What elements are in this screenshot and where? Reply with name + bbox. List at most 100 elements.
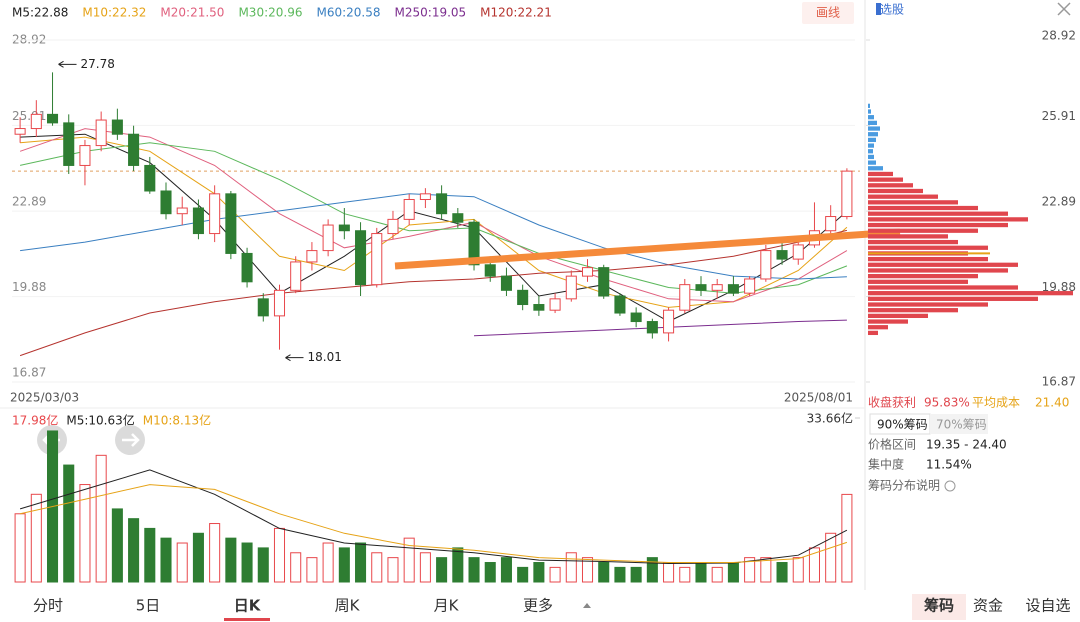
candle-body: [419, 193, 431, 201]
bottom-right-tab[interactable]: 筹码: [924, 597, 954, 615]
chip-bar: [868, 200, 958, 205]
ma-legend: M120:22.21: [480, 6, 552, 20]
chip-bar: [868, 177, 903, 182]
y-tick-label: 22.89: [12, 195, 46, 209]
volume-ma-line: [19, 469, 848, 565]
candle-body: [581, 267, 594, 277]
select-button-label[interactable]: 选股: [880, 3, 904, 17]
ma-legend: M10:22.32: [82, 6, 146, 20]
chip-bar: [868, 291, 1073, 296]
volume-bar: [436, 557, 448, 583]
ma-line: [473, 319, 847, 337]
chip-tab[interactable]: 70%筹码: [936, 418, 987, 432]
candle-body: [387, 218, 399, 235]
chip-bar: [868, 183, 913, 188]
candle-body: [841, 170, 853, 218]
candle-body: [792, 244, 804, 260]
chip-bar: [868, 154, 874, 160]
chip-row-label: 价格区间: [868, 437, 916, 452]
chip-bar: [868, 234, 948, 239]
candle-body: [711, 284, 723, 291]
y-tick-label: 19.88: [12, 280, 46, 294]
volume-bar: [241, 542, 253, 583]
volume-ma-legend: M10:8.13亿: [143, 413, 211, 428]
candle-body: [646, 321, 658, 334]
select-icon: [876, 3, 881, 15]
bottom-tab[interactable]: 分时: [33, 597, 63, 615]
chip-explain[interactable]: 筹码分布说明: [868, 478, 940, 493]
volume-bar: [825, 532, 837, 583]
volume-bar: [160, 537, 172, 583]
bottom-right-tab[interactable]: 资金: [973, 597, 1003, 615]
candle-body: [63, 122, 75, 166]
candle-body: [468, 221, 480, 266]
candle-body: [549, 298, 561, 311]
close-icon[interactable]: [1057, 2, 1071, 16]
candle-body: [273, 289, 286, 317]
trend-line: [394, 228, 901, 270]
chip-tab-bg[interactable]: [930, 414, 988, 434]
volume-ma-legend: M5:10.63亿: [66, 413, 134, 428]
candle-body: [565, 275, 577, 300]
volume-bar: [371, 552, 383, 583]
bottom-tab[interactable]: 日K: [234, 597, 262, 615]
candle-body: [225, 193, 237, 254]
chip-bar: [868, 171, 893, 177]
chip-bar: [868, 103, 870, 108]
volume-bar: [355, 542, 367, 583]
volume-bar: [533, 562, 545, 583]
candle-body: [679, 284, 691, 311]
volume-bar: [111, 508, 123, 583]
chip-bar: [868, 330, 878, 336]
candle-body: [630, 312, 642, 323]
candle-body: [322, 224, 334, 252]
chip-bar: [868, 296, 1038, 301]
ma-line: [19, 142, 848, 294]
candle-body: [176, 207, 188, 215]
chip-bar: [868, 245, 988, 250]
candle-body: [663, 309, 675, 334]
volume-bar: [273, 527, 286, 583]
chip-bar: [868, 126, 880, 131]
candle-body: [241, 252, 253, 283]
chip-bar: [868, 325, 888, 330]
volume-bar: [565, 552, 577, 583]
x-tick-label: 2025/08/01: [784, 391, 853, 405]
candle-body: [128, 133, 140, 166]
ma-legend: M250:19.05: [395, 6, 467, 20]
candle-body: [500, 275, 512, 291]
candle-body: [160, 190, 172, 215]
volume-bar: [209, 523, 221, 583]
chip-text: 收盘获利: [868, 395, 916, 410]
candle-body: [484, 264, 496, 277]
y-tick-label: 16.87: [12, 366, 46, 380]
chip-bar: [868, 211, 1008, 216]
bottom-tab[interactable]: 更多: [523, 597, 553, 615]
volume-bar: [176, 542, 188, 583]
bottom-tab[interactable]: 5日: [136, 597, 161, 615]
bottom-tab[interactable]: 月K: [434, 597, 460, 615]
extreme-label: 18.01: [307, 350, 341, 364]
candle-body: [727, 284, 739, 294]
tab-bar: [0, 590, 1080, 622]
volume-bar: [95, 454, 107, 583]
volume-bar: [63, 464, 75, 583]
chip-bar: [868, 319, 908, 324]
chip-tab[interactable]: 90%筹码: [877, 418, 928, 432]
volume-bar: [14, 513, 26, 583]
volume-bar: [225, 537, 237, 583]
chip-bar: [868, 262, 1018, 267]
bottom-right-tab[interactable]: 设自选: [1025, 597, 1070, 615]
volume-label: 17.98亿: [12, 413, 58, 428]
y-tick-label: 33.66亿: [807, 411, 853, 426]
draw-button[interactable]: [802, 2, 854, 24]
chip-bar: [868, 160, 876, 165]
ma-line: [20, 133, 848, 323]
bottom-tab[interactable]: 周K: [335, 597, 361, 615]
chip-bar: [868, 268, 1008, 273]
chip-tick-label: 25.91: [1042, 109, 1076, 123]
volume-bar: [257, 547, 269, 583]
candle-body: [517, 289, 529, 306]
chip-bar: [868, 120, 877, 126]
ma-legend: M30:20.96: [238, 6, 302, 20]
